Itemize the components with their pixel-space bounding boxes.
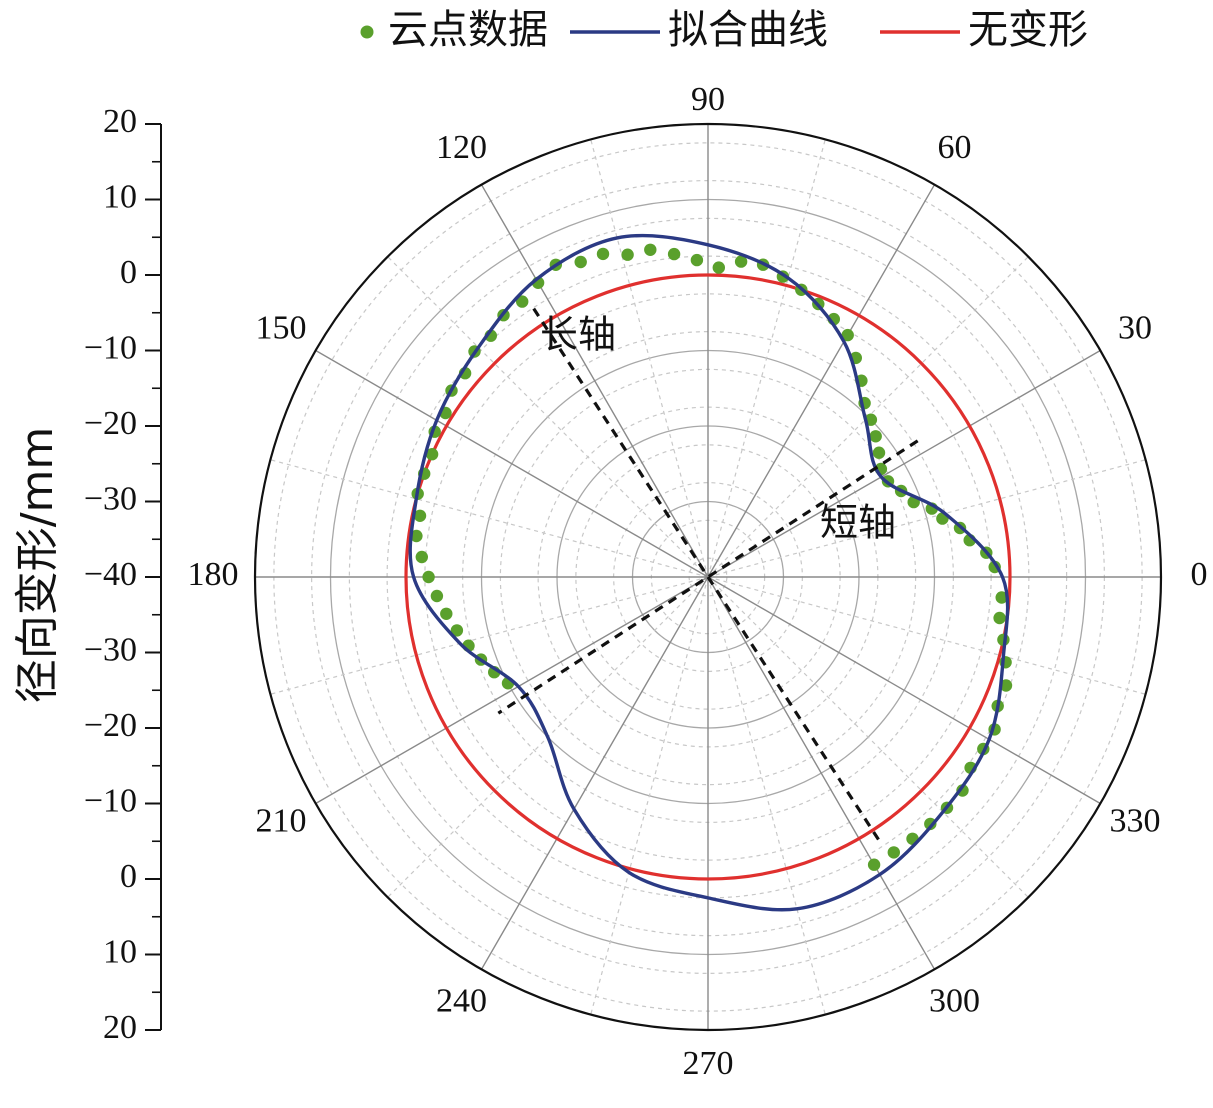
angle-tick-label: 0 <box>1191 556 1208 593</box>
cloud-point <box>413 509 427 522</box>
radial-tick-label: 10 <box>103 933 137 970</box>
radial-tick-label: −20 <box>84 707 137 744</box>
angle-tick-label: 210 <box>256 802 307 839</box>
axis-annotation-line <box>532 307 884 847</box>
cloud-point <box>872 446 886 459</box>
radial-tick-label: −30 <box>84 631 137 668</box>
cloud-point <box>415 550 428 564</box>
legend-label: 云点数据 <box>388 7 548 53</box>
radial-axis: 20 10 0 −10 −20 −30 −40 −30 −20 −10 0 10 20 <box>84 103 162 1046</box>
minor-grid-spoke <box>590 139 709 578</box>
radial-tick-label: −10 <box>84 329 137 366</box>
angle-tick-label: 120 <box>436 129 487 166</box>
angle-tick-label: 180 <box>188 556 239 593</box>
cloud-point <box>999 679 1013 692</box>
major-grid-spoke <box>315 349 709 578</box>
y-axis-label: 径向变形/mm <box>12 427 63 704</box>
major-grid-spoke <box>707 576 936 970</box>
series-layer <box>404 233 1013 912</box>
cloud-point <box>712 261 725 274</box>
legend: 云点数据 拟合曲线 无变形 <box>360 7 1088 53</box>
cloud-point <box>440 607 453 620</box>
cloud-point <box>667 247 681 261</box>
radial-tick-label: −30 <box>84 480 137 517</box>
minor-grid-spoke <box>270 459 709 578</box>
angle-tick-label: 330 <box>1109 802 1160 839</box>
minor-grid-spoke <box>387 256 709 578</box>
major-grid-spoke <box>480 184 709 578</box>
minor-grid-spoke <box>707 576 1146 695</box>
minor-grid-spoke <box>590 576 709 1015</box>
radial-tick-label: 20 <box>103 1009 137 1046</box>
cloud-point <box>621 248 634 261</box>
major-grid-spoke <box>707 349 1101 578</box>
minor-grid-spoke <box>707 459 1146 578</box>
axis-annotation-label: 长轴 <box>540 313 616 357</box>
cloud-point <box>867 858 881 871</box>
cloud-point <box>690 253 704 267</box>
cloud-point <box>450 624 464 637</box>
minor-grid-spoke <box>270 576 709 695</box>
radial-tick-label: −40 <box>84 556 137 593</box>
major-grid-spoke <box>707 184 936 578</box>
cloud-point <box>644 243 657 256</box>
cloud-point <box>887 846 900 859</box>
angle-tick-label: 90 <box>691 81 725 118</box>
radial-tick-label: 0 <box>120 858 137 895</box>
legend-label: 拟合曲线 <box>668 7 828 53</box>
minor-grid-spoke <box>707 576 1029 898</box>
radial-tick-label: 0 <box>120 254 137 291</box>
radial-tick-label: 10 <box>103 178 137 215</box>
angle-tick-label: 150 <box>256 309 307 346</box>
radial-tick-label: 20 <box>103 103 137 140</box>
cloud-point <box>516 295 529 308</box>
cloud-point <box>734 255 748 268</box>
cloud-point <box>841 328 854 342</box>
cloud-point <box>993 611 1006 625</box>
fit-curve <box>408 233 1010 912</box>
radial-tick-label: −20 <box>84 405 137 442</box>
cloud-point <box>869 430 882 443</box>
angle-tick-label: 300 <box>929 983 980 1020</box>
cloud-point <box>422 570 435 584</box>
cloud-point <box>596 247 610 261</box>
reference-circle <box>404 273 1012 881</box>
cloud-point <box>956 784 969 797</box>
radial-tick-label: −10 <box>84 782 137 819</box>
angle-tick-label: 270 <box>683 1045 734 1082</box>
major-grid-spoke <box>315 576 709 805</box>
major-grid-spoke <box>480 576 709 970</box>
cloud-point <box>995 591 1008 604</box>
minor-grid-spoke <box>707 576 826 1015</box>
polar-grid: 0 30 60 90 120 150 180 210 240 270 300 330 <box>188 81 1208 1082</box>
major-grid-spoke <box>707 576 1101 805</box>
outer-ring <box>253 122 1163 1032</box>
cloud-point <box>425 448 439 461</box>
angle-tick-label: 30 <box>1118 309 1152 346</box>
cloud-point <box>430 589 444 603</box>
legend-marker-dot <box>360 25 374 39</box>
axis-annotation-line <box>497 439 919 715</box>
minor-grid-spoke <box>707 139 826 578</box>
angle-tick-label: 240 <box>436 983 487 1020</box>
legend-label: 无变形 <box>968 7 1088 53</box>
angle-tick-label: 60 <box>938 129 972 166</box>
cloud-point <box>410 529 423 543</box>
cloud-point <box>574 255 587 269</box>
axis-annotation-label: 短轴 <box>820 501 896 545</box>
